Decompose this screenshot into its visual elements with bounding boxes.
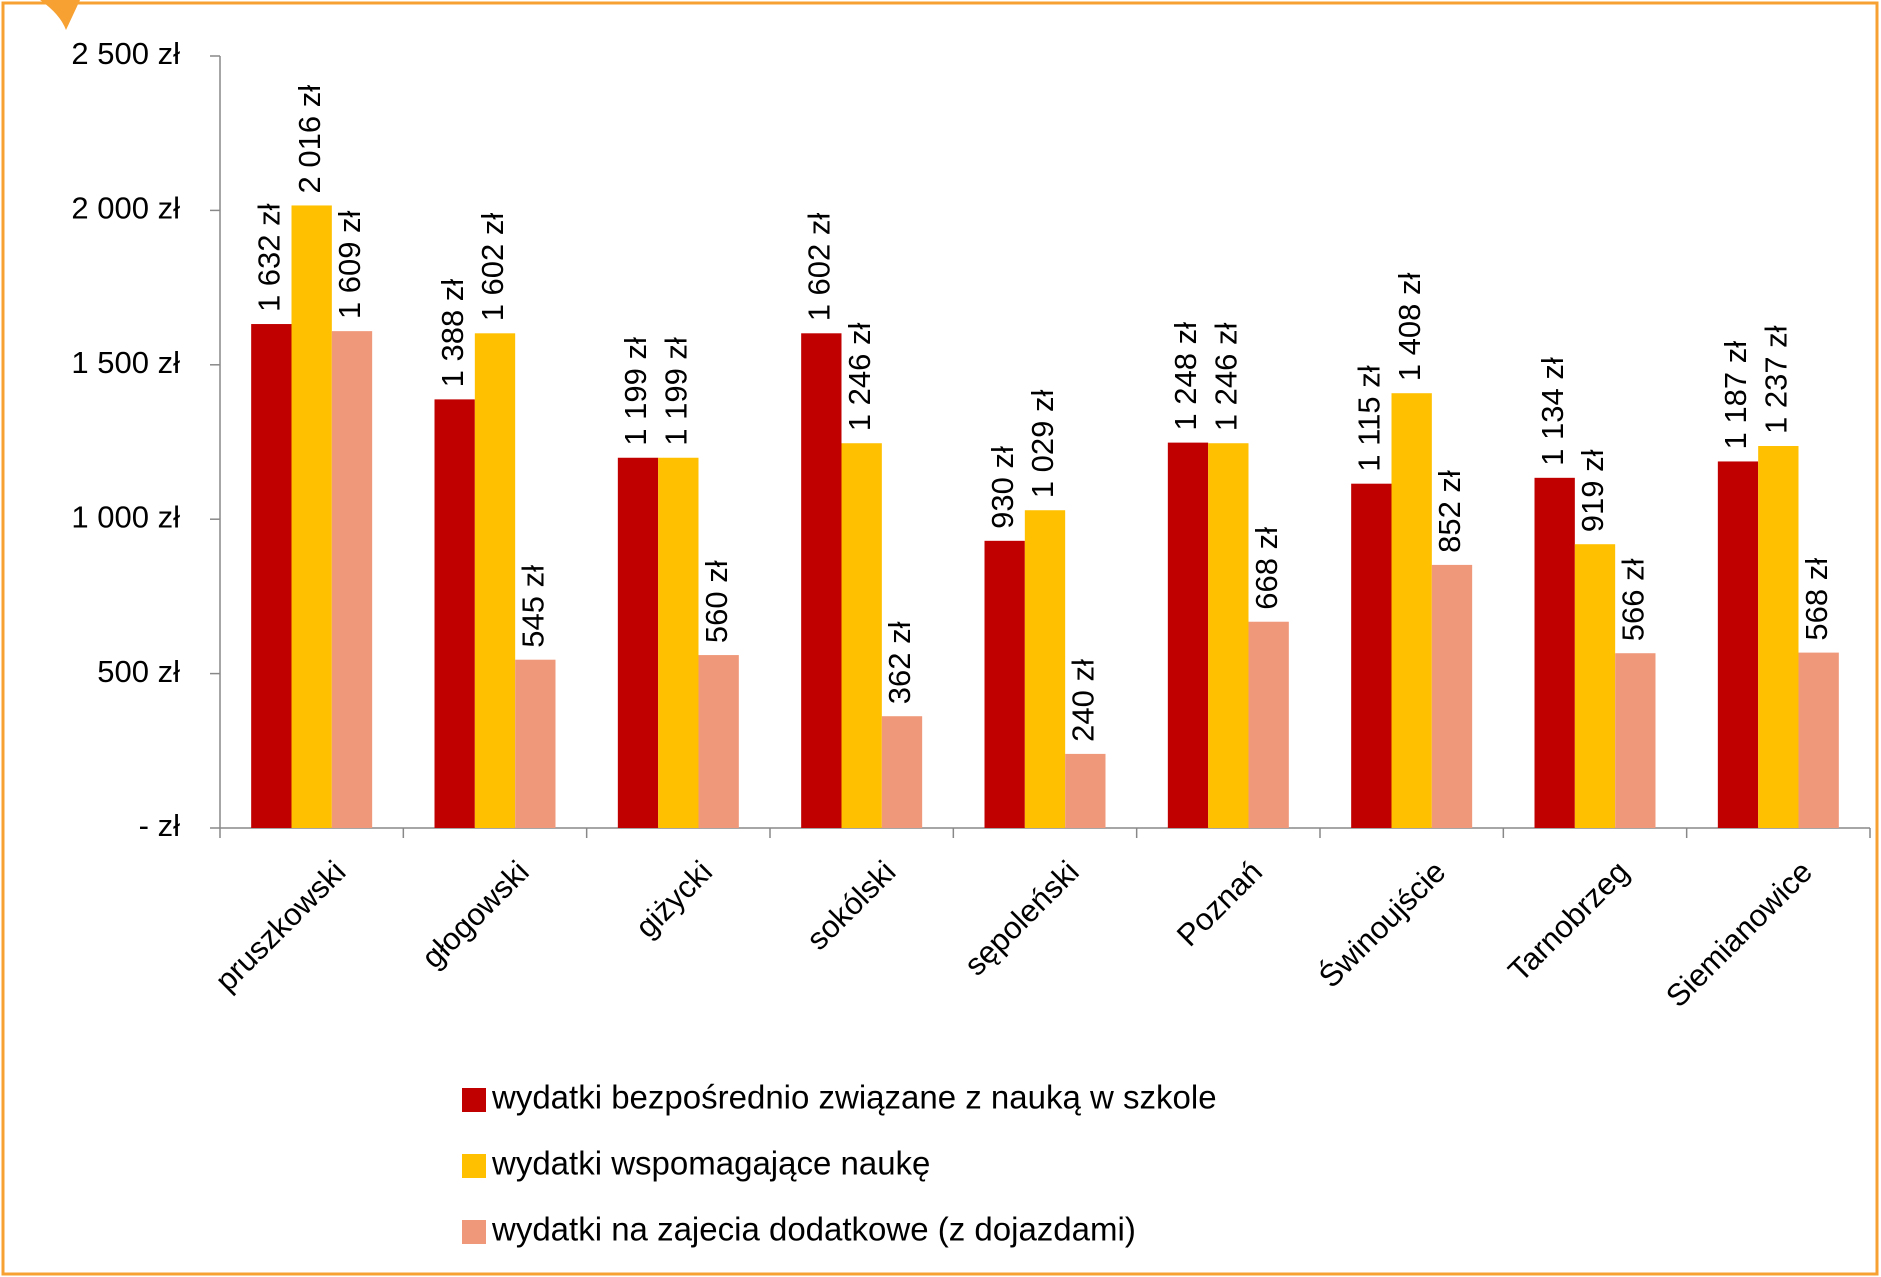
bar — [984, 540, 1025, 828]
bar — [1758, 446, 1799, 828]
bar — [515, 659, 556, 828]
y-tick-label: 1 000 zł — [71, 499, 180, 534]
x-tick-label: sokólski — [800, 854, 903, 957]
bar — [251, 324, 292, 828]
y-tick-label: - zł — [139, 808, 180, 843]
x-tick-label: Tarnobrzeg — [1501, 854, 1635, 988]
x-tick-label: pruszkowski — [208, 854, 352, 998]
bar — [1024, 510, 1066, 828]
x-tick-label: głogowski — [415, 854, 536, 975]
value-label: 668 zł — [1249, 527, 1284, 610]
bar — [1615, 653, 1656, 828]
bar — [331, 331, 373, 828]
bar — [1065, 753, 1106, 828]
legend-label: wydatki na zajecia dodatkowe (z dojazdam… — [491, 1211, 1136, 1248]
bar — [1534, 477, 1575, 828]
bar — [841, 443, 882, 828]
value-label: 240 zł — [1066, 659, 1101, 742]
legend-label: wydatki wspomagające naukę — [491, 1145, 930, 1182]
bar — [1431, 564, 1473, 828]
x-tick-label: sępoleński — [957, 854, 1085, 982]
bar — [1208, 443, 1249, 828]
value-label: 1 602 zł — [802, 213, 837, 322]
value-label: 2 016 zł — [292, 85, 327, 194]
value-label: 1 602 zł — [475, 213, 510, 322]
bar — [1248, 621, 1289, 828]
bar — [801, 333, 842, 828]
x-tick-label: Siemianowice — [1659, 854, 1819, 1014]
bar — [698, 655, 739, 828]
legend-swatch — [462, 1154, 486, 1178]
value-label: 1 246 zł — [842, 323, 877, 432]
value-label: 1 029 zł — [1025, 390, 1060, 499]
value-label: 930 zł — [985, 446, 1020, 529]
value-label: 1 199 zł — [618, 337, 653, 446]
bar — [1717, 461, 1759, 828]
value-label: 1 115 zł — [1352, 365, 1387, 471]
bar — [1167, 442, 1209, 828]
bar — [1574, 544, 1616, 828]
corner-decoration — [40, 0, 80, 30]
value-label: 1 248 zł — [1168, 322, 1203, 431]
value-label: 362 zł — [882, 621, 917, 704]
y-tick-label: 2 000 zł — [71, 191, 180, 226]
value-label: 1 408 zł — [1392, 273, 1427, 382]
legend-label: wydatki bezpośrednio związane z nauką w … — [491, 1079, 1217, 1116]
value-label: 1 632 zł — [252, 203, 287, 312]
bar — [1798, 652, 1839, 828]
value-label: 566 zł — [1616, 558, 1651, 641]
bar — [291, 205, 332, 828]
value-label: 560 zł — [699, 560, 734, 643]
bar — [434, 399, 475, 828]
bar — [474, 333, 516, 828]
y-tick-label: 2 500 zł — [71, 36, 180, 71]
y-tick-label: 1 500 zł — [71, 345, 180, 380]
y-tick-label: 500 zł — [97, 654, 180, 689]
bar — [617, 457, 659, 828]
value-label: 852 zł — [1432, 470, 1467, 553]
x-tick-label: giżycki — [629, 854, 720, 945]
value-label: 568 zł — [1799, 558, 1834, 641]
x-tick-label: Poznań — [1170, 854, 1269, 953]
value-label: 545 zł — [516, 565, 551, 648]
value-label: 919 zł — [1575, 449, 1610, 532]
value-label: 1 134 zł — [1535, 357, 1570, 466]
value-label: 1 237 zł — [1759, 325, 1794, 434]
legend-swatch — [462, 1220, 486, 1244]
bar — [658, 457, 699, 828]
bar — [1391, 393, 1432, 828]
bar — [881, 716, 923, 828]
value-label: 1 388 zł — [435, 279, 470, 388]
legend-swatch — [462, 1088, 486, 1112]
value-label: 1 609 zł — [332, 210, 367, 319]
value-label: 1 199 zł — [659, 337, 694, 446]
bar — [1351, 483, 1392, 828]
x-tick-label: Świnoujście — [1311, 853, 1452, 994]
value-label: 1 246 zł — [1209, 323, 1244, 432]
value-label: 1 187 zł — [1718, 341, 1753, 450]
